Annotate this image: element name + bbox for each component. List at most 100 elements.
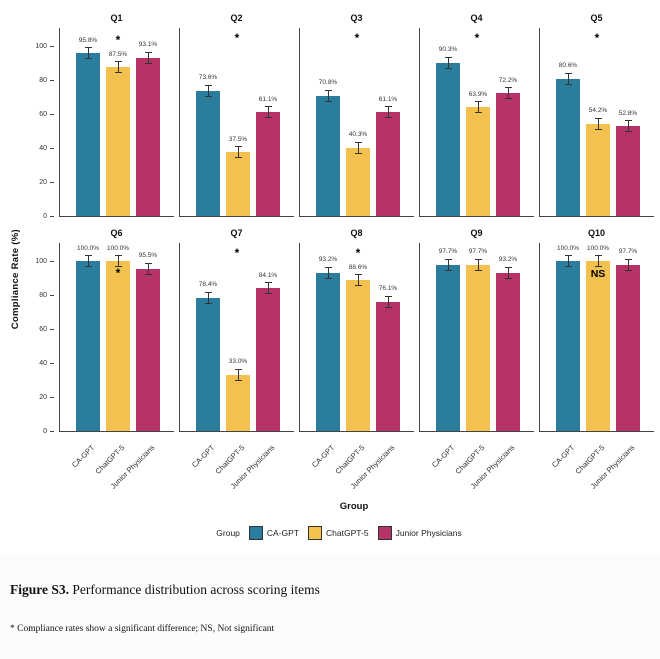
significance-marker: NS	[590, 267, 606, 280]
error-bar-cap	[475, 112, 482, 114]
facet-plot-area: 78.4% 33.0% 84.1% *	[179, 243, 294, 432]
legend-label: Junior Physicians	[395, 528, 462, 538]
bar-value-label: 93.1%	[138, 41, 158, 49]
legend-swatch	[377, 526, 392, 540]
error-bar-cap	[385, 117, 392, 119]
bar-value-label: 33.0%	[228, 358, 248, 366]
bar-value-label: 100.0%	[556, 244, 580, 252]
error-bar-cap	[385, 106, 392, 108]
legend-label: ChatGPT-5	[326, 528, 369, 538]
facet-panel: Q2 73.6% 37.5% 61.1% *	[179, 8, 294, 217]
x-tick-row: CA-GPT ChatGPT-5 Junior Physicians CA-GPT Ch…	[24, 438, 654, 498]
bar	[346, 147, 370, 216]
y-tick-mark	[50, 46, 54, 47]
bar	[466, 264, 490, 431]
facet-panel: Q8 93.2% 88.6% 76.1% *	[299, 223, 414, 432]
legend-item: CA-GPT	[248, 526, 299, 540]
y-tick-label: 80	[39, 292, 47, 299]
legend-swatch	[308, 526, 323, 540]
y-tick-label: 0	[43, 213, 47, 220]
legend-swatch	[248, 526, 263, 540]
legend-item: ChatGPT-5	[308, 526, 369, 540]
bar	[256, 112, 280, 216]
bar-value-label: 100.0%	[76, 244, 100, 252]
facet-plot-area: 80.6% 54.2% 52.8% *	[539, 28, 654, 217]
bar	[106, 67, 130, 216]
error-bar-cap	[595, 117, 602, 119]
bar-value-label: 87.5%	[108, 50, 128, 58]
bar	[586, 123, 610, 216]
x-tick-label: CA-GPT	[429, 443, 457, 470]
bar	[346, 280, 370, 431]
legend: Group CA-GPT ChatGPT-5 Junior Physicians	[24, 516, 654, 550]
facet-title: Q7	[230, 228, 243, 238]
error-bar-line	[508, 87, 509, 100]
error-bar-line	[598, 255, 599, 267]
x-tick-label: CA-GPT	[309, 443, 337, 470]
bar	[316, 272, 340, 431]
error-bar-cap	[325, 266, 332, 268]
facet-panel: Q10 100.0% 100.0% 97.7% NS	[539, 223, 654, 432]
error-bar-cap	[625, 269, 632, 271]
x-tick-label: CA-GPT	[189, 443, 217, 470]
error-bar-line	[358, 274, 359, 287]
error-bar-line	[88, 255, 89, 267]
error-bar-cap	[325, 89, 332, 91]
bar	[556, 261, 580, 431]
error-bar-cap	[385, 306, 392, 308]
facet-grid: 0 20 40 60 80 100 Q1 95.8% 87.5% 93.1% * Q2 73.6% 37.…	[24, 8, 654, 550]
y-tick-label: 0	[43, 428, 47, 435]
bar-value-label: 95.8%	[78, 36, 98, 44]
error-bar-cap	[205, 84, 212, 86]
figure-caption-text: Performance distribution across scoring …	[69, 582, 320, 597]
bar	[616, 264, 640, 431]
x-tick-label: CA-GPT	[69, 443, 97, 470]
y-tick-mark	[50, 148, 54, 149]
facet-panel: Q5 80.6% 54.2% 52.8% *	[539, 8, 654, 217]
bar	[136, 268, 160, 431]
y-tick-label: 100	[35, 43, 47, 50]
y-tick-mark	[50, 295, 54, 296]
legend-title: Group	[216, 528, 240, 538]
error-bar-cap	[595, 128, 602, 130]
bar-value-label: 78.4%	[198, 281, 218, 289]
error-bar-line	[88, 47, 89, 60]
error-bar-cap	[445, 258, 452, 260]
bar	[196, 297, 220, 431]
bar-value-label: 97.7%	[618, 248, 638, 256]
bar	[136, 57, 160, 216]
y-tick-label: 100	[35, 258, 47, 265]
figure-footnote: * Compliance rates show a significant di…	[10, 624, 275, 634]
facet-title: Q9	[470, 228, 483, 238]
bar-value-label: 54.2%	[588, 107, 608, 115]
facet-plot-area: 100.0% 100.0% 95.5% *	[59, 243, 174, 432]
error-bar-cap	[475, 269, 482, 271]
error-bar-line	[328, 89, 329, 102]
bar	[436, 62, 460, 216]
bar	[226, 374, 250, 431]
bar-value-label: 93.2%	[318, 256, 338, 264]
error-bar-line	[328, 266, 329, 279]
x-axis-label: Group	[339, 501, 369, 512]
error-bar-line	[268, 106, 269, 119]
bar-value-label: 95.5%	[138, 252, 158, 260]
error-bar-cap	[85, 47, 92, 49]
error-bar-line	[568, 255, 569, 267]
error-bar-cap	[265, 106, 272, 108]
y-tick-mark	[50, 363, 54, 364]
facet-title: Q2	[230, 13, 243, 23]
significance-marker: *	[355, 246, 361, 261]
facet-title: Q4	[470, 13, 483, 23]
bar-value-label: 52.8%	[618, 109, 638, 117]
y-axis-label-column: Compliance Rate (%)	[6, 8, 24, 550]
y-tick-label: 40	[39, 145, 47, 152]
error-bar-cap	[145, 51, 152, 53]
bar	[76, 261, 100, 431]
error-bar-line	[238, 146, 239, 159]
error-bar-cap	[565, 83, 572, 85]
y-tick-mark	[50, 397, 54, 398]
error-bar-cap	[445, 67, 452, 69]
y-tick-label: 60	[39, 111, 47, 118]
bar	[376, 112, 400, 216]
error-bar-line	[388, 295, 389, 308]
